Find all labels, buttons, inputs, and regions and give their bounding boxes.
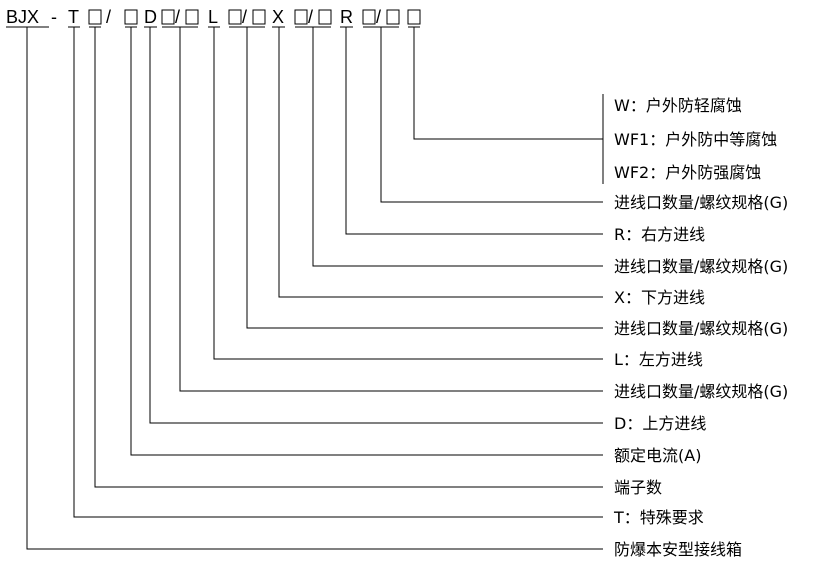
leader-terminal-count <box>94 27 603 488</box>
label-terminal-count: 端子数 <box>614 478 662 497</box>
code-box-x-qty <box>294 9 308 25</box>
code-box-rated-current <box>124 9 138 25</box>
label-l-entry-spec: 进线口数量/螺纹规格(G) <box>614 319 788 338</box>
label-wf2-strong-corrosion: WF2：户外防强腐蚀 <box>614 163 761 182</box>
leader-l <box>213 27 603 360</box>
label-w-light-corrosion: W：户外防轻腐蚀 <box>614 96 742 115</box>
code-letter-x: X <box>272 7 284 27</box>
code-letter-r: R <box>340 7 353 27</box>
code-slash-4: / <box>308 7 313 27</box>
code-letter-l: L <box>208 7 218 27</box>
code-box-d-thread <box>185 9 199 25</box>
code-box-terminal-count <box>88 9 102 25</box>
code-slash-3: / <box>242 7 247 27</box>
label-r-right-entry: R：右方进线 <box>614 225 705 244</box>
code-dash: - <box>51 7 57 27</box>
leader-r-spec <box>380 27 603 203</box>
code-letter-t: T <box>68 7 79 27</box>
label-r-entry-spec: 进线口数量/螺纹规格(G) <box>614 193 788 212</box>
code-letter-d: D <box>144 7 157 27</box>
model-code: BJX - T / D / L / X / R / <box>6 7 421 28</box>
leader-t <box>73 27 603 518</box>
code-box-d-qty <box>161 9 175 25</box>
leader-corrosion <box>413 27 603 140</box>
code-box-r-thread <box>386 9 400 25</box>
label-t-special-requirement: T：特殊要求 <box>613 508 704 527</box>
code-slash-2: / <box>175 7 180 27</box>
label-x-entry-spec: 进线口数量/螺纹规格(G) <box>614 257 788 276</box>
code-box-l-thread <box>252 9 266 25</box>
code-box-x-thread <box>318 9 332 25</box>
code-box-corrosion <box>407 9 421 25</box>
label-d-top-entry: D：上方进线 <box>614 414 706 433</box>
leader-x <box>278 27 603 298</box>
leader-l-spec <box>246 27 603 329</box>
leader-d <box>149 27 603 424</box>
leader-lines <box>26 27 604 550</box>
code-box-r-qty <box>362 9 376 25</box>
code-slash-1: / <box>106 7 111 27</box>
leader-rated-current <box>130 27 603 456</box>
leader-d-spec <box>179 27 603 392</box>
leader-bjx <box>26 27 603 550</box>
label-d-entry-spec: 进线口数量/螺纹规格(G) <box>614 382 788 401</box>
leader-x-spec <box>312 27 603 267</box>
label-x-bottom-entry: X：下方进线 <box>614 288 705 307</box>
code-slash-5: / <box>376 7 381 27</box>
label-explosion-proof-box: 防爆本安型接线箱 <box>614 540 742 559</box>
code-prefix-bjx: BJX <box>6 7 39 27</box>
code-box-l-qty <box>228 9 242 25</box>
label-wf1-medium-corrosion: WF1：户外防中等腐蚀 <box>614 130 777 149</box>
leader-r <box>345 27 603 235</box>
label-l-left-entry: L：左方进线 <box>614 350 703 369</box>
label-rated-current: 额定电流(A) <box>614 446 701 465</box>
labels: W：户外防轻腐蚀 WF1：户外防中等腐蚀 WF2：户外防强腐蚀 进线口数量/螺纹… <box>613 96 788 559</box>
